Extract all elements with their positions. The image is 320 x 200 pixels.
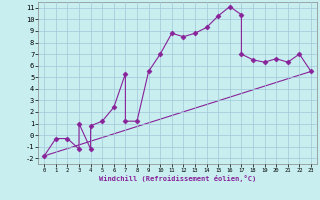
X-axis label: Windchill (Refroidissement éolien,°C): Windchill (Refroidissement éolien,°C) [99, 175, 256, 182]
